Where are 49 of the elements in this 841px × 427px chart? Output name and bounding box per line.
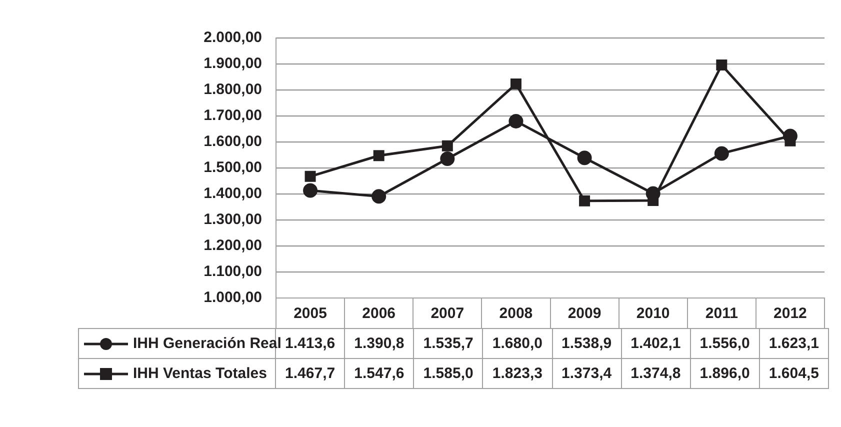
x-tick-label: 2010 (636, 305, 670, 322)
data-label: 1.896,0 (690, 359, 760, 389)
y-tick-label: 1.300,00 (204, 211, 262, 228)
point (303, 183, 318, 198)
point (716, 60, 728, 71)
point (508, 114, 524, 128)
y-tick-label: 1.700,00 (204, 107, 262, 124)
point (577, 150, 592, 166)
x-tick-label: 2008 (499, 305, 533, 322)
data-label: 1.604,5 (760, 359, 829, 389)
x-tick-label: 2007 (430, 305, 464, 322)
data-label: 1.556,0 (690, 329, 760, 359)
point (442, 140, 453, 152)
y-tick-label: 1.900,00 (204, 55, 262, 72)
point (372, 189, 386, 204)
data-label: 1.547,6 (345, 359, 414, 389)
data-label: 1.413,6 (285, 335, 336, 352)
y-tick-label: 2.000,00 (204, 29, 262, 46)
data-label: 1.823,3 (483, 359, 552, 389)
legend-label: IHH Ventas Totales (133, 365, 267, 382)
point (373, 150, 384, 162)
data-label: 1.373,4 (552, 359, 622, 389)
data-label: 1.538,9 (552, 329, 622, 359)
point (714, 146, 729, 161)
y-tick-label: 1.600,00 (204, 133, 262, 150)
point (440, 151, 455, 166)
data-label: 1.535,7 (414, 329, 484, 359)
point (304, 170, 316, 182)
data-label: 1.680,0 (483, 329, 552, 359)
y-tick-label: 1.200,00 (204, 237, 262, 254)
data-label: 1.467,7 (276, 359, 346, 389)
point (579, 195, 590, 206)
y-tick-label: 1.800,00 (204, 81, 262, 98)
data-label: 1.585,0 (414, 359, 484, 389)
y-tick-label: 1.500,00 (204, 159, 262, 176)
y-tick-label: 1.400,00 (204, 185, 262, 202)
x-tick-label: 2012 (774, 305, 807, 322)
x-tick-label: 2011 (705, 305, 738, 322)
data-label: 1.374,8 (622, 359, 691, 389)
x-tick-label: 2006 (362, 305, 396, 322)
data-label: 1.402,1 (622, 329, 691, 359)
y-tick-label: 1.100,00 (204, 263, 262, 280)
x-tick-label: 2009 (568, 305, 602, 322)
x-tick-label: 2005 (294, 305, 327, 322)
data-label: 1.623,1 (760, 329, 829, 359)
point (510, 78, 522, 90)
y-tick-label: 1.000,00 (204, 289, 262, 306)
legend-label: IHH Generación Real (133, 335, 282, 352)
data-label: 1.390,8 (345, 329, 414, 359)
